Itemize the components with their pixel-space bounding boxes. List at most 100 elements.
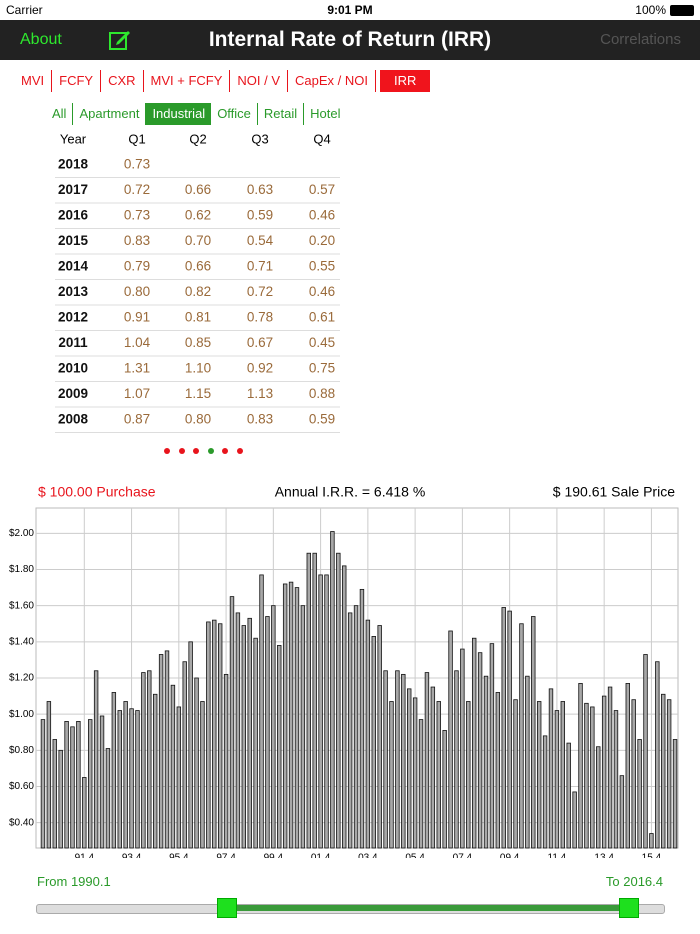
bar — [294, 587, 300, 849]
bar — [170, 684, 176, 849]
bar — [572, 791, 577, 849]
bar — [542, 735, 548, 849]
table-header: Q4 — [313, 131, 330, 146]
x-tick-label: 15.4 — [642, 853, 662, 858]
irr-cell: 0.79 — [124, 259, 150, 274]
bar — [424, 672, 430, 849]
bar — [300, 605, 306, 849]
year-cell: 2016 — [58, 208, 89, 223]
bar — [129, 708, 134, 849]
bar — [288, 581, 294, 849]
filter-tab[interactable]: Hotel — [310, 106, 341, 121]
bar — [436, 701, 441, 849]
bar — [342, 565, 347, 849]
metric-tab[interactable]: MVI + FCFY — [144, 70, 231, 92]
bar — [241, 625, 247, 849]
bar — [135, 710, 140, 849]
irr-cell: 0.88 — [309, 386, 335, 401]
bar — [105, 748, 111, 849]
bar — [70, 726, 75, 849]
bar — [584, 702, 589, 849]
bar — [560, 701, 566, 849]
page-dots — [164, 448, 243, 454]
irr-cell: 0.83 — [247, 412, 273, 427]
bar — [548, 688, 554, 849]
nav-title: Internal Rate of Return (IRR) — [208, 28, 492, 51]
bar — [46, 701, 52, 849]
bar — [277, 645, 282, 849]
filter-tab[interactable]: All — [46, 103, 74, 125]
property-filters: All Apartment Industrial Office Retail Hotel — [46, 103, 347, 125]
y-tick-label: $2.00 — [9, 528, 34, 539]
table-header: Year — [60, 131, 87, 146]
metric-tab[interactable]: FCFY — [52, 70, 102, 92]
bar — [117, 710, 122, 849]
filter-tab[interactable]: Retail — [258, 103, 305, 125]
x-tick-label: 11.4 — [548, 853, 567, 858]
irr-cell: 0.78 — [247, 310, 273, 325]
irr-cell: 0.20 — [309, 233, 335, 248]
y-tick-label: $1.80 — [9, 564, 34, 575]
bar — [501, 607, 506, 849]
bar — [477, 652, 483, 849]
battery-icon — [670, 5, 694, 16]
bar — [607, 686, 613, 849]
y-tick-label: $1.60 — [9, 600, 34, 611]
filter-tab[interactable]: Industrial — [146, 103, 212, 125]
chart-title: Annual I.R.R. = 6.418 % — [275, 484, 426, 500]
irr-cell: 0.80 — [185, 412, 211, 427]
range-from: From 1990.1 — [37, 874, 111, 889]
bar — [460, 648, 465, 849]
battery-level: 100% — [635, 3, 666, 17]
metric-tab[interactable]: CXR — [101, 70, 144, 92]
irr-cell: 0.73 — [124, 157, 150, 172]
irr-cell: 0.85 — [185, 335, 211, 350]
bar — [531, 616, 536, 849]
bar — [188, 641, 193, 849]
irr-cell: 0.73 — [124, 208, 150, 223]
x-tick-label: 91.4 — [75, 853, 95, 858]
metric-tab[interactable]: CapEx / NOI — [288, 70, 376, 92]
edit-icon[interactable] — [108, 28, 132, 52]
bar — [324, 574, 329, 849]
bar — [601, 695, 607, 849]
irr-cell: 0.82 — [185, 284, 211, 299]
metric-tab[interactable]: MVI — [14, 70, 53, 92]
irr-cell: 1.15 — [185, 386, 211, 401]
metric-tab[interactable]: IRR — [380, 70, 431, 92]
bar — [519, 623, 524, 849]
range-start-thumb[interactable] — [217, 898, 237, 918]
bar — [141, 672, 146, 849]
filter-tab[interactable]: Apartment — [73, 103, 147, 125]
about-button[interactable]: About — [20, 31, 62, 48]
bar — [442, 730, 447, 849]
irr-chart: $ 100.00 Purchase Annual I.R.R. = 6.418 … — [9, 484, 679, 858]
bar — [448, 630, 453, 849]
bar — [578, 683, 583, 849]
bar — [454, 670, 459, 849]
irr-cell: 0.72 — [247, 284, 273, 299]
filter-tab[interactable]: Office — [211, 103, 258, 125]
bar — [365, 619, 371, 849]
y-tick-label: $0.80 — [9, 745, 34, 756]
bar — [536, 701, 542, 849]
bar — [330, 531, 335, 849]
y-tick-label: $1.20 — [9, 673, 34, 684]
metric-tabs: MVI FCFY CXR MVI + FCFY NOI / V CapEx / NOI IR… — [14, 70, 431, 92]
metric-tab[interactable]: NOI / V — [230, 70, 289, 92]
irr-cell: 1.10 — [185, 361, 211, 376]
year-cell: 2018 — [58, 157, 89, 172]
year-cell: 2017 — [58, 182, 88, 197]
correlations-button[interactable]: Correlations — [600, 31, 681, 48]
bar — [489, 643, 495, 849]
bar — [147, 670, 152, 849]
irr-cell: 0.87 — [124, 412, 150, 427]
sale-label: $ 190.61 Sale Price — [553, 484, 675, 500]
bar — [590, 706, 595, 849]
bar — [466, 701, 471, 849]
bar — [282, 583, 288, 849]
x-tick-label: 01.4 — [311, 853, 331, 858]
range-end-thumb[interactable] — [619, 898, 639, 918]
irr-cell: 1.13 — [247, 386, 273, 401]
